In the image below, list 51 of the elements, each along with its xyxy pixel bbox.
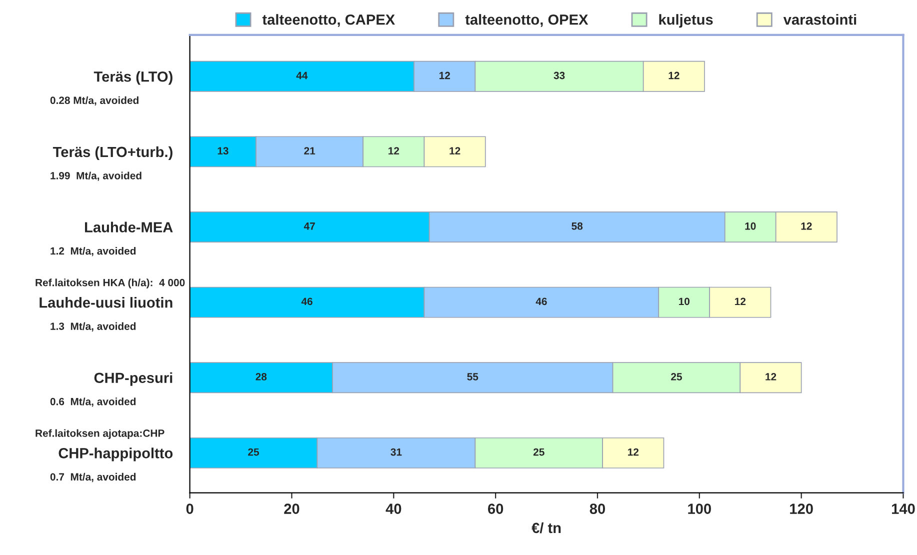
data-label: 21 [304,147,316,154]
y-tick-label: Lauhde-MEA [85,222,173,232]
x-tick-label: 80 [590,504,606,514]
x-axis-title: €/ tn [532,522,561,534]
x-tick-label: 120 [790,504,813,514]
y-tick-label: Teräs (LTO) [94,71,172,85]
x-tick-label: 20 [284,504,300,514]
x-tick-label: 140 [892,504,915,514]
x-tick-label: 100 [688,504,711,514]
text: 1.2 Mt/a, avoided [50,247,136,256]
data-label: 12 [388,147,400,154]
text: Ref.laitoksen ajotapa:CHP [36,429,164,439]
data-label: 12 [801,222,812,230]
data-label: 44 [296,72,308,80]
text: 1.3 Mt/a, avoided [50,322,136,332]
data-label: 25 [248,448,260,456]
text: Ref.laitoksen HKA (h/a): 4 000 [36,278,185,288]
x-tick-label: 40 [386,504,402,514]
data-label: 12 [668,72,680,80]
data-label: 31 [390,448,402,456]
legend-label: talteenotto, CAPEX [262,14,395,27]
x-tick-label: 60 [488,504,504,514]
data-label: 46 [301,298,312,306]
data-label: 46 [536,298,547,306]
data-label: 47 [304,222,315,230]
data-label: 28 [256,373,267,380]
data-label: 12 [628,448,639,456]
data-label: 12 [735,298,746,306]
x-tick-label: 0 [186,504,194,514]
text: 0.6 Mt/a, avoided [50,398,136,407]
data-label: 58 [572,222,583,230]
data-label: 12 [439,72,450,80]
text: 0.28 Mt/a, avoided [50,96,138,106]
data-label: 55 [467,373,478,380]
y-tick-label: Lauhde-uusi liuotin [40,297,172,308]
data-label: 33 [554,72,565,80]
data-label: 10 [745,222,756,230]
data-label: 12 [450,147,460,154]
data-label: 12 [766,373,776,380]
legend-label: kuljetus [659,14,713,28]
legend-label: talteenotto, OPEX [465,14,588,27]
data-label: 25 [671,373,682,380]
text: 0.7 Mt/a, avoided [50,472,136,482]
data-label: 10 [678,298,690,306]
data-label: 25 [533,448,544,456]
y-tick-label: Teräs (LTO+turb.) [52,146,172,160]
legend-label: varastointi [783,14,856,25]
y-tick-label: CHP-pesuri [94,372,172,386]
data-label: 13 [218,147,228,155]
text: 1.99 Mt/a, avoided [50,172,142,181]
y-tick-label: CHP-happipoltto [58,448,173,462]
